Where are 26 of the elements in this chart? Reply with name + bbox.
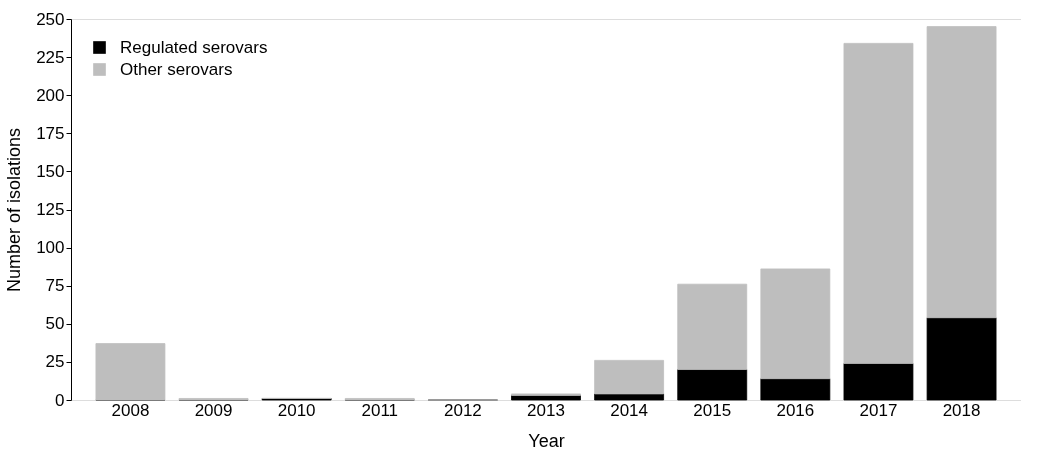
x-tick-label: 2009 [194,400,233,420]
x-tick-label: 2017 [859,400,898,420]
y-tick-label: 25 [45,352,65,372]
x-tick-label: 2014 [610,400,649,420]
x-tick-label: 2008 [111,400,150,420]
legend-label: Regulated serovars [120,37,268,57]
y-tick-label: 125 [36,200,65,219]
x-tick-label: 2016 [776,400,815,420]
y-tick-label: 150 [36,161,65,181]
x-axis-title: Year [528,430,565,451]
y-tick-label: 0 [55,390,65,410]
x-tick-label: 2013 [527,400,565,420]
x-tick-label: 2012 [443,400,482,420]
x-tick-label: 2018 [942,400,981,420]
y-tick-label: 75 [45,276,65,296]
y-tick-label: 250 [36,9,65,29]
x-tick-label: 2010 [277,400,316,420]
y-tick-label: 200 [36,85,65,105]
x-tick-label: 2015 [693,400,732,420]
legend-label: Other serovars [120,59,233,79]
y-tick-label: 175 [36,123,65,143]
y-axis-title: Number of isolations [4,127,25,293]
y-tick-label: 225 [36,47,65,67]
y-tick-label: 100 [36,238,65,258]
y-tick-label: 50 [45,314,65,334]
x-tick-label: 2011 [361,400,399,420]
